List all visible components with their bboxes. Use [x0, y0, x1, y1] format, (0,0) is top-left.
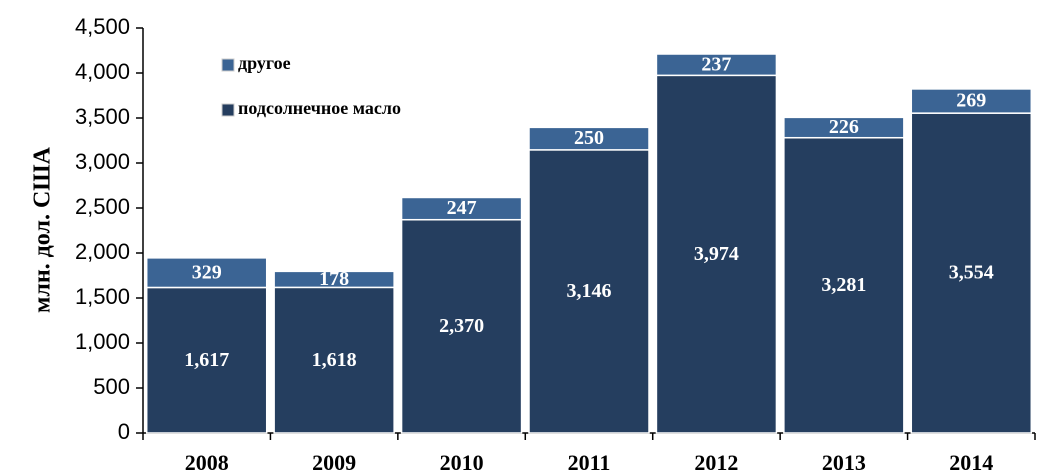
data-label: 3,146: [567, 280, 612, 302]
y-tick-label: 4,000: [75, 59, 130, 84]
bar-segment: [400, 196, 523, 221]
data-label: 178: [319, 268, 349, 290]
x-tick-label: 2013: [822, 450, 866, 475]
x-tick-label: 2011: [568, 450, 611, 475]
x-tick-label: 2014: [949, 450, 993, 475]
bar-segment: [145, 286, 268, 434]
x-tick-label: 2010: [440, 450, 484, 475]
bar-segment: [783, 136, 905, 434]
y-tick-label: 4,500: [75, 14, 130, 39]
data-label: 329: [192, 261, 222, 283]
legend-swatch: [221, 58, 235, 72]
y-tick-label: 2,000: [75, 239, 130, 264]
data-label: 3,281: [821, 274, 866, 296]
bar-segment: [783, 116, 905, 139]
data-label: 1,618: [312, 349, 357, 371]
y-tick-label: 500: [93, 374, 130, 399]
y-tick-label: 0: [118, 419, 130, 444]
legend-swatch: [221, 103, 235, 117]
y-axis-title: млн. дол. США: [30, 146, 56, 313]
data-label: 3,554: [949, 262, 994, 284]
y-tick-label: 1,500: [75, 284, 130, 309]
x-tick-label: 2012: [694, 450, 738, 475]
data-label: 250: [574, 127, 604, 149]
data-label: 237: [701, 53, 731, 75]
x-tick-label: 2008: [185, 450, 229, 475]
bar-segment: [910, 112, 1033, 434]
legend-label: другое: [238, 53, 291, 73]
legend-label: подсолнечное масло: [238, 98, 401, 118]
data-label: 3,974: [694, 243, 739, 265]
bar-segment: [910, 88, 1033, 114]
bar-segment: [655, 74, 778, 434]
y-tick-label: 1,000: [75, 329, 130, 354]
data-label: 226: [829, 116, 859, 138]
bar-segment: [273, 270, 395, 289]
y-tick-label: 2,500: [75, 194, 130, 219]
bar-segment: [655, 53, 778, 77]
x-tick-label: 2009: [312, 450, 356, 475]
data-label: 269: [956, 90, 986, 112]
bar-segment: [528, 149, 650, 434]
y-tick-label: 3,500: [75, 104, 130, 129]
data-label: 247: [447, 197, 477, 219]
bar-segment: [145, 257, 268, 289]
bar-segment: [273, 286, 395, 434]
y-tick-label: 3,000: [75, 149, 130, 174]
bar-segment: [528, 126, 650, 151]
data-label: 2,370: [439, 315, 484, 337]
data-label: 1,617: [184, 349, 229, 371]
bar-segment: [400, 218, 523, 434]
